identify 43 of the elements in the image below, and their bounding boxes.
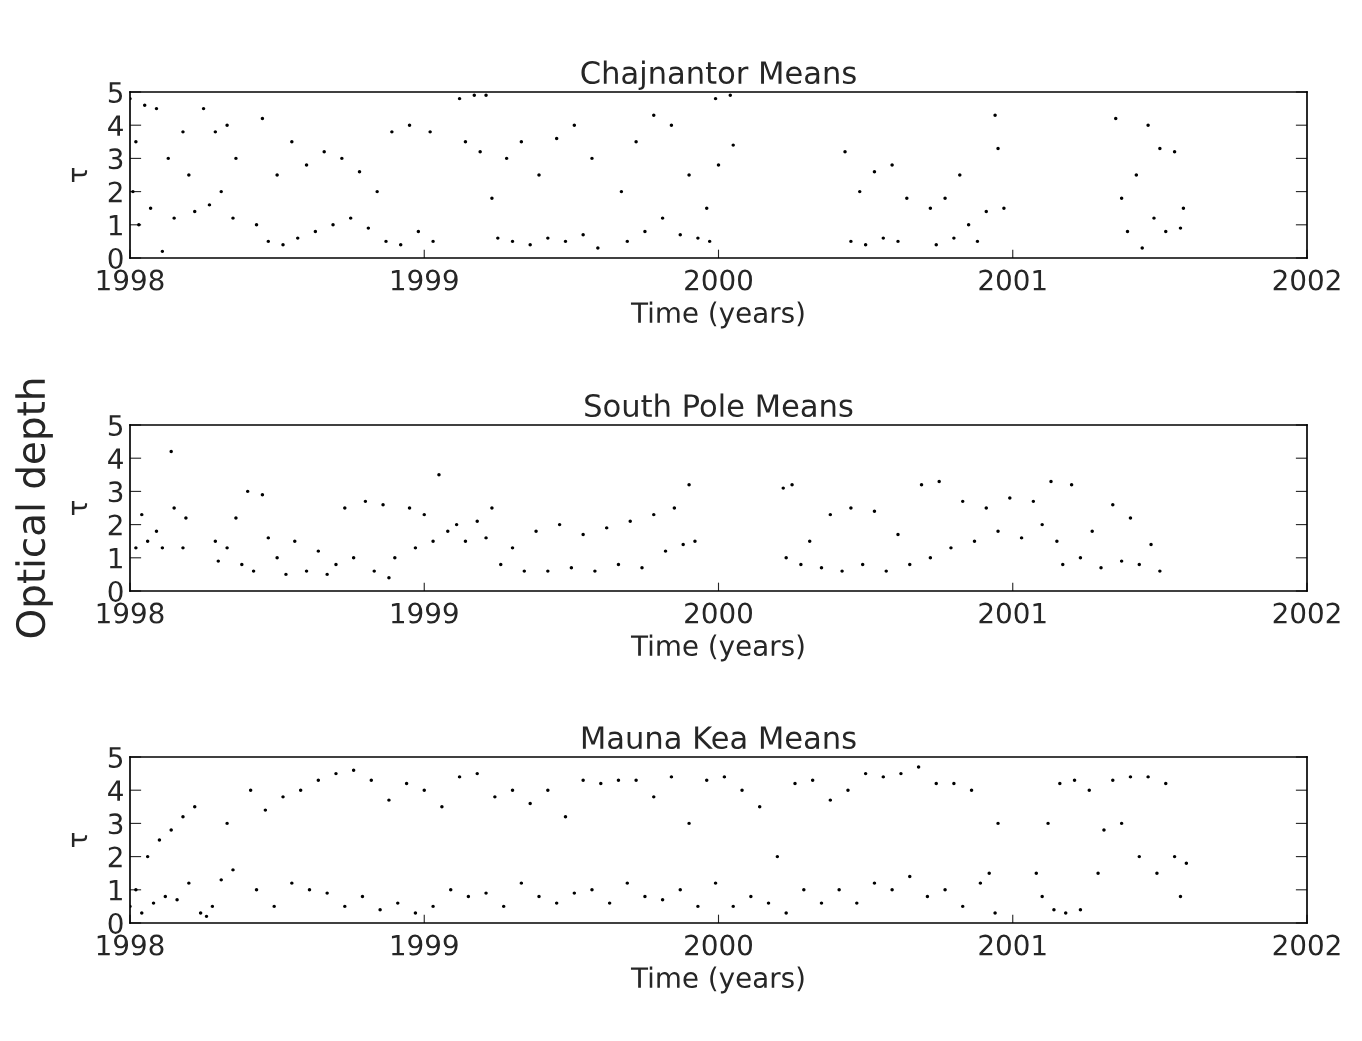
y-tick-label: 3 <box>108 481 123 503</box>
y-tick-label: 5 <box>108 747 123 768</box>
x-tick-label: 1998 <box>97 934 164 956</box>
y-axis-title: τ <box>71 832 88 847</box>
text: Optical depth <box>15 379 53 638</box>
x-tick-label: 2001 <box>979 602 1046 624</box>
y-tick-label: 4 <box>108 115 123 136</box>
y-tick-label: 5 <box>108 415 123 436</box>
x-tick-label: 2000 <box>685 602 752 624</box>
y-axis-title: τ <box>71 500 88 515</box>
x-tick-label: 1999 <box>391 269 458 291</box>
chart-title: South Pole Means <box>585 393 853 418</box>
x-tick-label: 2001 <box>979 269 1046 291</box>
x-tick-label: 2001 <box>979 934 1046 956</box>
x-axis-title: Time (years) <box>630 634 804 662</box>
y-tick-label: 3 <box>108 813 123 835</box>
x-tick-label: 2000 <box>685 269 752 291</box>
chart-title: Chajnantor Means <box>581 60 856 91</box>
x-tick-label: 1999 <box>391 934 458 956</box>
y-tick-label: 1 <box>109 880 122 901</box>
y-tick-label: 4 <box>108 780 123 801</box>
x-tick-label: 2000 <box>685 934 752 956</box>
y-tick-label: 2 <box>108 846 122 868</box>
y-tick-label: 0 <box>108 580 123 602</box>
y-tick-label: 4 <box>108 448 123 469</box>
y-tick-label: 0 <box>108 912 123 934</box>
x-tick-label: 1999 <box>391 602 458 624</box>
x-axis-title: Time (years) <box>630 301 804 329</box>
y-tick-label: 2 <box>108 181 122 203</box>
x-tick-label: 2002 <box>1273 934 1340 956</box>
x-tick-label: 1998 <box>97 269 164 291</box>
y-tick-label: 5 <box>108 82 123 103</box>
chart-title: Mauna Kea Means <box>582 726 856 750</box>
x-tick-label: 2002 <box>1273 602 1340 624</box>
y-tick-label: 3 <box>108 148 123 170</box>
y-tick-label: 2 <box>108 514 122 536</box>
y-tick-label: 0 <box>108 247 123 269</box>
x-axis-title: Time (years) <box>630 966 804 994</box>
x-tick-label: 1998 <box>97 602 164 624</box>
x-tick-label: 2002 <box>1273 269 1340 291</box>
y-tick-label: 1 <box>109 548 122 569</box>
y-tick-label: 1 <box>109 215 122 236</box>
y-axis-title: τ <box>71 167 88 182</box>
